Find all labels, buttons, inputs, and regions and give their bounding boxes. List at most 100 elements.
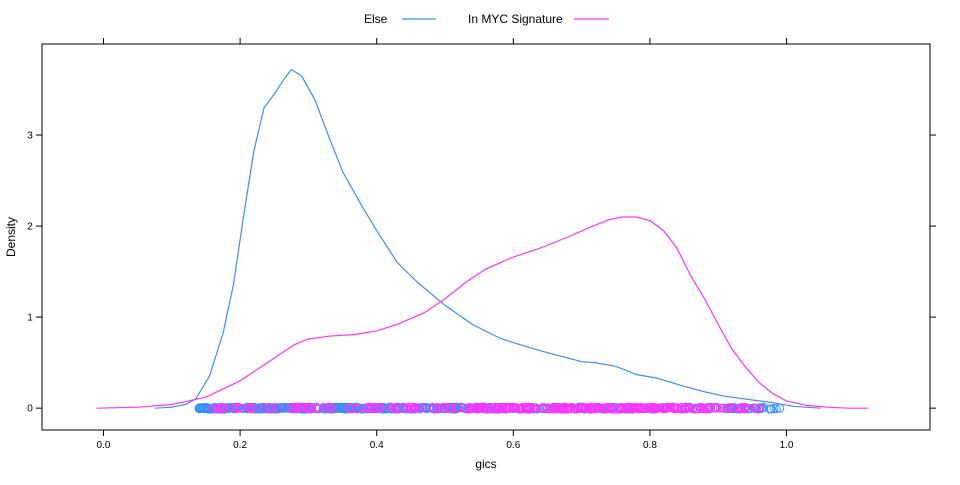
x-tick-label: 0.2 [233,440,247,451]
rug-point-myc [555,404,565,414]
rug-point-myc [229,403,239,413]
rug-point-myc [259,402,269,412]
rug-point-myc [702,403,712,413]
rug-point-myc [478,402,488,412]
rug-point-myc [681,403,691,413]
rug-point-myc [327,404,337,414]
rug-point-myc [646,404,656,414]
rug-point-myc [345,403,355,413]
density-lines [96,68,869,409]
rug-point-myc [267,403,277,413]
rug-points [194,402,785,414]
x-tick-label: 0.6 [506,440,520,451]
rug-point-myc [444,403,454,413]
rug-point-myc [712,403,722,413]
rug-point-myc [567,403,577,413]
rug-point-else [765,404,775,414]
rug-point-myc [633,404,643,414]
x-tick-label: 0.0 [97,440,111,451]
rug-point-myc [603,402,613,412]
rug-point-myc [619,403,629,413]
rug-point-else [771,404,781,414]
rug-point-myc [529,403,539,413]
rug-point-myc [564,403,574,413]
x-axis-label: gics [475,457,496,471]
rug-point-myc [737,403,747,413]
rug-point-else [381,404,391,414]
rug-point-myc [560,403,570,413]
rug-point-myc [624,403,634,413]
rug-point-myc [427,402,437,412]
rug-point-myc [273,403,283,413]
rug-point-myc [554,403,564,413]
rug-point-myc [248,404,258,414]
rug-point-myc [414,403,424,413]
rug-point-myc [375,402,385,412]
rug-point-else [194,403,204,413]
rug-point-myc [471,402,481,412]
rug-point-myc [218,404,228,414]
rug-point-myc [651,403,661,413]
legend-label: Else [364,12,388,26]
rug-point-myc [438,402,448,412]
x-tick-label: 0.4 [370,440,384,451]
y-axis-label: Density [4,217,18,257]
rug-point-myc [539,404,549,414]
legend-label: In MYC Signature [468,12,563,26]
x-axis: 0.0 0.2 0.4 0.6 0.8 1.0 [97,38,794,451]
rug-point-myc [453,403,463,413]
rug-point-myc [752,403,762,413]
y-tick-label: 2 [27,222,33,233]
legend: Else In MYC Signature [364,12,609,26]
rug-point-myc [517,404,527,414]
rug-point-myc [208,403,218,413]
y-tick-label: 1 [27,313,33,324]
x-tick-label: 0.8 [643,440,657,451]
x-tick-label: 1.0 [780,440,794,451]
rug-point-else [195,404,205,414]
rug-point-else [276,403,286,413]
rug-point-myc [391,404,401,414]
y-tick-label: 0 [27,404,33,415]
rug-point-myc [364,403,374,413]
series-line-else [154,68,821,409]
rug-point-myc [524,404,534,414]
rug-point-myc [434,403,444,413]
rug-point-myc [551,402,561,412]
plot-frame [41,43,931,431]
rug-point-myc [352,403,362,413]
rug-point-myc [663,402,673,412]
rug-point-myc [398,403,408,413]
rug-point-myc [658,404,668,414]
y-axis: 0 1 2 3 [27,131,936,415]
rug-point-myc [523,403,533,413]
rug-point-else [201,403,211,413]
rug-point-myc [266,404,276,414]
rug-point-else [358,403,368,413]
rug-point-myc [212,404,222,414]
rug-point-myc [574,403,584,413]
rug-point-myc [545,404,555,414]
rug-point-myc [472,403,482,413]
rug-point-myc [687,404,697,414]
rug-point-myc [289,404,299,414]
rug-point-myc [386,402,396,412]
rug-point-myc [754,403,764,413]
rug-point-myc [594,403,604,413]
rug-point-myc [715,403,725,413]
rug-point-else [280,403,290,413]
y-tick-label: 3 [27,131,33,142]
rug-point-myc [319,402,329,412]
rug-point-myc [325,402,335,412]
series-line-myc [96,216,869,409]
rug-point-myc [501,403,511,413]
rug-point-myc [648,403,658,413]
rug-point-myc [465,404,475,414]
rug-point-myc [683,403,693,413]
rug-point-myc [711,402,721,412]
rug-point-myc [410,403,420,413]
rug-point-myc [590,403,600,413]
rug-point-myc [628,404,638,414]
